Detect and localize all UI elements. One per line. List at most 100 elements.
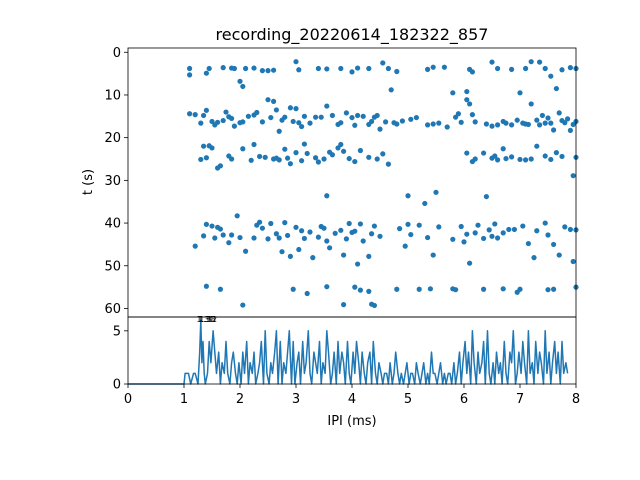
raster-point (481, 286, 487, 292)
raster-y-tick-label: 30 (104, 174, 121, 189)
raster-point (203, 107, 209, 113)
raster-point (301, 235, 307, 242)
raster-point (380, 151, 386, 157)
raster-point (229, 232, 235, 238)
raster-point (559, 153, 565, 160)
raster-point (425, 66, 431, 72)
raster-point (201, 233, 207, 239)
raster-point (450, 236, 456, 242)
raster-point (290, 286, 296, 292)
raster-point (461, 239, 467, 245)
raster-point (481, 235, 487, 242)
raster-point (517, 90, 523, 96)
raster-point (243, 65, 249, 72)
raster-point (553, 85, 560, 92)
raster-point (444, 124, 450, 130)
histogram-x-tick-label: 0 (124, 392, 132, 407)
raster-y-tick-label: 50 (104, 259, 121, 274)
raster-point (296, 120, 302, 126)
raster-point (377, 126, 383, 132)
raster-point (352, 284, 358, 290)
raster-point (285, 155, 291, 161)
raster-point (338, 227, 344, 233)
raster-point (553, 150, 560, 156)
raster-point (377, 233, 383, 239)
raster-point (464, 231, 470, 237)
raster-point (371, 223, 377, 229)
raster-point (282, 114, 288, 120)
raster-point (472, 156, 478, 162)
raster-point (217, 226, 223, 232)
raster-point (542, 220, 548, 226)
raster-point (545, 115, 551, 121)
raster-point (545, 287, 551, 293)
raster-point (220, 117, 226, 124)
raster-point (346, 220, 352, 227)
raster-point (542, 120, 548, 126)
raster-y-tick-label: 0 (113, 46, 121, 61)
raster-point (489, 59, 495, 65)
raster-point (495, 65, 501, 72)
raster-point (268, 114, 274, 121)
raster-point (394, 121, 400, 127)
raster-point (366, 154, 372, 160)
raster-point (517, 286, 523, 292)
raster-point (271, 98, 277, 104)
raster-point (229, 115, 235, 122)
histogram-x-tick-label: 6 (460, 392, 468, 407)
raster-point (257, 219, 263, 225)
raster-point (287, 161, 293, 167)
raster-point (324, 103, 330, 109)
raster-point (388, 87, 394, 93)
raster-point (245, 113, 251, 119)
raster-point (523, 65, 529, 72)
raster-point (262, 154, 268, 160)
raster-point (430, 252, 436, 258)
raster-point (509, 122, 515, 128)
raster-point (464, 88, 470, 95)
raster-point (567, 65, 574, 71)
raster-point (369, 231, 375, 237)
raster-point (357, 147, 363, 154)
raster-point (212, 235, 218, 241)
raster-point (534, 228, 540, 234)
raster-point (290, 118, 296, 125)
histogram-y-tick-label: 0 (113, 378, 121, 393)
raster-point (338, 65, 344, 72)
raster-point (489, 123, 495, 129)
raster-point (453, 287, 459, 293)
raster-point (565, 116, 571, 122)
raster-point (201, 112, 207, 119)
raster-point (198, 120, 204, 126)
histogram-y-ticks: 05 (113, 324, 128, 393)
raster-point (525, 240, 532, 247)
raster-point (534, 143, 540, 149)
raster-point (481, 150, 487, 156)
raster-point (187, 65, 193, 72)
raster-point (472, 230, 478, 236)
raster-point (542, 153, 548, 159)
raster-point (338, 120, 344, 126)
raster-point (346, 155, 352, 162)
raster-point (352, 122, 358, 128)
raster-point (279, 249, 285, 255)
raster-point (248, 157, 254, 163)
raster-point (203, 283, 209, 289)
raster-point (374, 156, 380, 162)
raster-point (397, 226, 403, 232)
raster-point (304, 150, 310, 157)
raster-point (318, 114, 324, 120)
raster-point (492, 153, 498, 159)
raster-point (329, 152, 335, 158)
raster-point (299, 158, 305, 164)
raster-point (531, 255, 537, 261)
raster-point (506, 226, 512, 233)
raster-point (259, 68, 265, 74)
raster-point (324, 66, 330, 72)
raster-point (567, 127, 574, 134)
raster-point (201, 143, 207, 149)
raster-point (425, 122, 431, 128)
histogram-x-tick-label: 5 (404, 392, 412, 407)
raster-point (486, 227, 492, 233)
